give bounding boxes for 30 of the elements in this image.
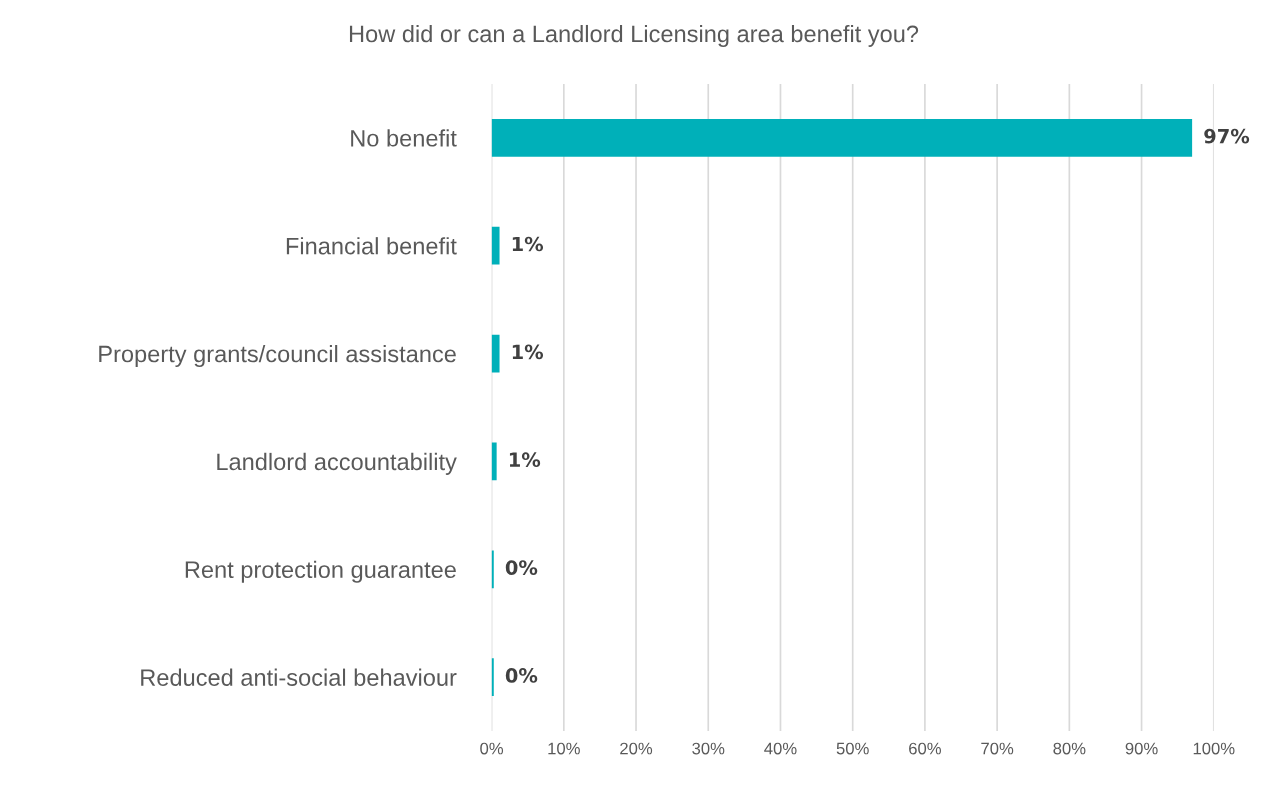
y-tick-label: No benefit: [351, 129, 457, 147]
x-tick-label: 30%: [692, 742, 725, 755]
y-tick-label: Rent protection guarantee: [185, 560, 456, 583]
y-tick-label: Reduced anti-social behaviour: [141, 668, 457, 686]
x-tick-label: 80%: [1053, 742, 1086, 755]
data-label: 1%: [512, 236, 544, 252]
x-tick-label: 90%: [1125, 742, 1158, 755]
x-tick-label: 100%: [1193, 742, 1235, 755]
chart-title: How did or can a Landlord Licensing area benefit you?: [349, 24, 919, 47]
data-label: 97%: [1204, 128, 1250, 144]
data-label: 1%: [512, 344, 544, 360]
data-label: 1%: [509, 452, 541, 468]
y-tick-label: Landlord accountability: [217, 452, 457, 475]
bar: [491, 118, 1193, 157]
x-tick-label: 50%: [836, 742, 869, 755]
x-tick-label: 20%: [620, 742, 653, 755]
x-tick-label: 70%: [981, 742, 1014, 755]
bar: [491, 550, 494, 589]
data-label: 0%: [505, 560, 538, 575]
x-tick-label: 60%: [909, 742, 941, 755]
bar: [491, 226, 500, 265]
y-tick-label: Financial benefit: [286, 237, 457, 255]
x-tick-label: 40%: [764, 742, 797, 755]
y-tick-label: Property grants/council assistance: [99, 345, 456, 368]
bar: [491, 334, 500, 373]
x-tick-label: 0%: [480, 742, 504, 755]
x-tick-label: 10%: [548, 742, 580, 755]
bar: [491, 442, 497, 481]
bar: [491, 658, 494, 697]
data-label: 0%: [505, 668, 538, 683]
